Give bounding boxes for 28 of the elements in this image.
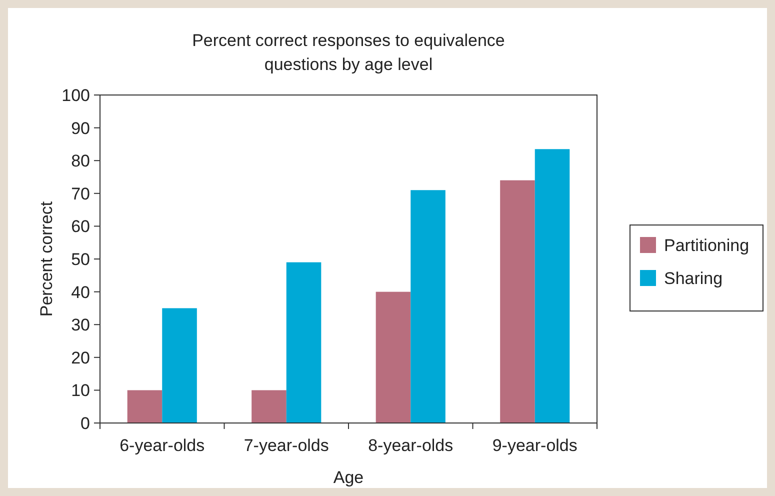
bar bbox=[252, 390, 286, 423]
x-axis-title: Age bbox=[333, 468, 364, 487]
y-axis-title: Percent correct bbox=[37, 201, 56, 317]
y-tick-label: 60 bbox=[71, 217, 90, 236]
x-tick-label: 8-year-olds bbox=[368, 436, 454, 455]
chart-title: Percent correct responses to equivalence questions by age level bbox=[192, 31, 505, 74]
bar bbox=[410, 190, 446, 423]
bar bbox=[127, 390, 162, 423]
bar bbox=[534, 149, 570, 423]
bar bbox=[500, 180, 535, 423]
y-tick-label: 90 bbox=[71, 118, 90, 138]
y-tick-label: 0 bbox=[80, 414, 90, 433]
legend-label: Sharing bbox=[664, 268, 723, 288]
x-tick-label: 9-year-olds bbox=[492, 436, 578, 455]
y-tick-label: 30 bbox=[71, 316, 90, 335]
y-tick-label: 10 bbox=[71, 381, 90, 400]
y-tick-label: 80 bbox=[71, 152, 90, 171]
y-tick-label: 20 bbox=[71, 348, 90, 368]
y-tick-label: 100 bbox=[62, 86, 90, 105]
x-tick-label: 7-year-olds bbox=[244, 436, 329, 455]
bar bbox=[376, 292, 411, 423]
x-tick-label: 6-year-olds bbox=[120, 436, 205, 455]
bar bbox=[162, 308, 197, 423]
bar bbox=[286, 262, 322, 423]
y-tick-label: 40 bbox=[71, 282, 90, 302]
y-tick-label: 50 bbox=[71, 250, 90, 269]
legend-label: Partitioning bbox=[664, 236, 750, 255]
y-tick-label: 70 bbox=[71, 184, 90, 204]
